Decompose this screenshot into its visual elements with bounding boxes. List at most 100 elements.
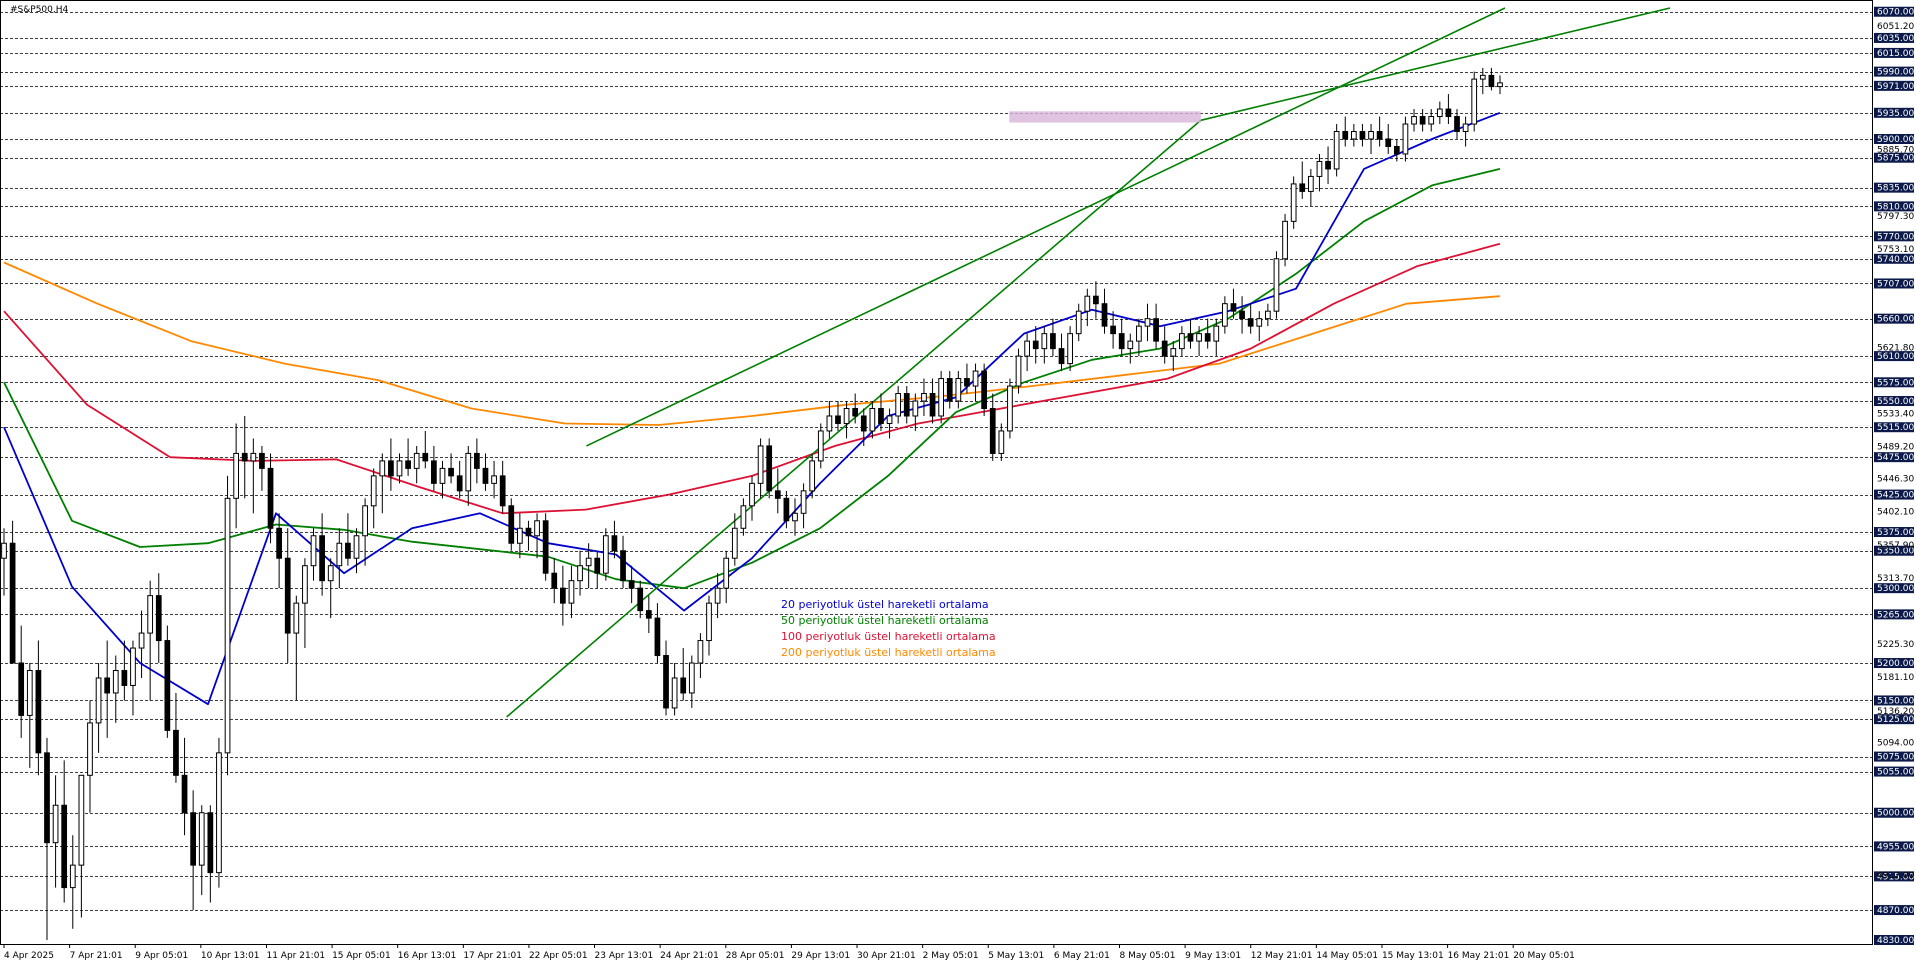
candle-body [26,670,33,716]
candle-body [439,467,446,484]
price-label: 5935.00 [1877,109,1914,119]
candle-body [852,407,859,417]
price-label: 5225.30 [1877,640,1914,650]
candle-body [448,467,454,477]
x-tick-label: 20 May 05:01 [1513,951,1575,961]
candle-body [929,393,936,417]
symbol-title: #S&P500,H4 [10,5,69,15]
candle-body [18,662,25,716]
candle-body [645,610,652,619]
candle-body [886,415,893,424]
candle-body [302,565,308,604]
candle-body [551,572,558,589]
candle-body [516,527,523,544]
price-label: 5350.00 [1877,547,1914,557]
price-label-bg [1874,841,1914,852]
candle-body [1084,295,1091,312]
price-label: 5533.40 [1877,409,1914,419]
price-label: 5375.00 [1877,528,1914,538]
x-tick-label: 28 Apr 05:01 [726,951,785,961]
candle-body [405,460,411,469]
price-label: 5425.00 [1877,491,1914,501]
candle-body [327,565,334,582]
price-label: 5770.00 [1877,232,1914,242]
channel-upper-line [586,7,1506,447]
price-label: 5707.00 [1877,279,1914,289]
channel-lower-line [506,119,1202,718]
price-label: 6035.00 [1877,34,1914,44]
price-label-bg [1874,807,1914,818]
candle-body [1170,348,1177,357]
candle-body [1136,325,1142,342]
price-label: 5357.90 [1877,541,1914,551]
candle-body [1368,131,1374,140]
candle-body [1032,340,1039,350]
price-label: 5885.70 [1877,146,1914,156]
candle-body [817,430,824,462]
x-tick-label: 30 Apr 21:01 [857,951,916,961]
price-label: 6051.20 [1877,22,1914,32]
candle-body [190,812,197,866]
price-label: 6070.00 [1877,8,1914,18]
candle-body [87,722,93,776]
x-tick-label: 7 Apr 21:01 [70,951,123,961]
candle-body [964,378,970,387]
candle-body [568,580,575,604]
candle-body [972,370,979,387]
candle-body [396,460,403,477]
candle-body [938,378,945,417]
candle-body [1342,131,1349,140]
candle-body [1393,145,1400,155]
candle-body [284,557,291,634]
candle-body [766,445,773,492]
x-tick-label: 29 Apr 13:01 [791,951,850,961]
candle-body [809,460,816,492]
candle-body [1153,318,1159,342]
x-tick-label: 15 Apr 05:01 [332,951,391,961]
candle-body [1471,78,1478,125]
price-label: 4917.00 [1877,871,1914,881]
x-tick-label: 8 May 05:01 [1119,951,1175,961]
candle-body [1144,318,1151,327]
candle-body [173,729,179,776]
candle-body [1230,303,1237,312]
candle-body [259,452,265,469]
price-label-bg [1874,452,1914,463]
candle-body [310,535,317,567]
candle-body [138,632,145,649]
candle-body [345,542,351,559]
price-label-bg [1874,6,1914,17]
price-label-bg [1874,766,1914,777]
price-label: 5000.00 [1877,809,1914,819]
resistance-zone-rect [1009,111,1201,123]
candle-body [542,520,549,574]
candle-body [1110,325,1116,335]
price-label: 5265.00 [1877,610,1914,620]
candle-body [1058,348,1065,365]
price-label: 5575.00 [1877,378,1914,388]
price-label-bg [1874,278,1914,289]
candle-body [1445,108,1452,118]
candle-body [1299,183,1306,192]
candle-body [1196,333,1202,342]
candle-body [688,662,695,694]
candle-body [388,460,394,477]
candle-body [1,542,7,559]
price-label-bg [1874,658,1914,669]
price-label-bg [1874,714,1914,725]
price-label: 5402.10 [1877,508,1914,518]
candle-body [559,587,566,604]
candle-body [1093,295,1099,305]
legend-item: 50 periyotluk üstel hareketli ortalama [781,614,989,627]
candle-body [95,677,102,724]
time-axis: 4 Apr 2025 7 Apr 21:01 9 Apr 05:01 10 Apr 1… [3,944,1575,961]
candle-body [422,452,429,462]
candle-body [78,774,85,866]
candle-body [1101,303,1108,327]
candle-body [697,640,704,664]
price-label-bg [1874,231,1914,242]
price-label-bg [1874,32,1914,43]
candle-body [508,505,515,544]
price-label: 5313.70 [1877,574,1914,584]
